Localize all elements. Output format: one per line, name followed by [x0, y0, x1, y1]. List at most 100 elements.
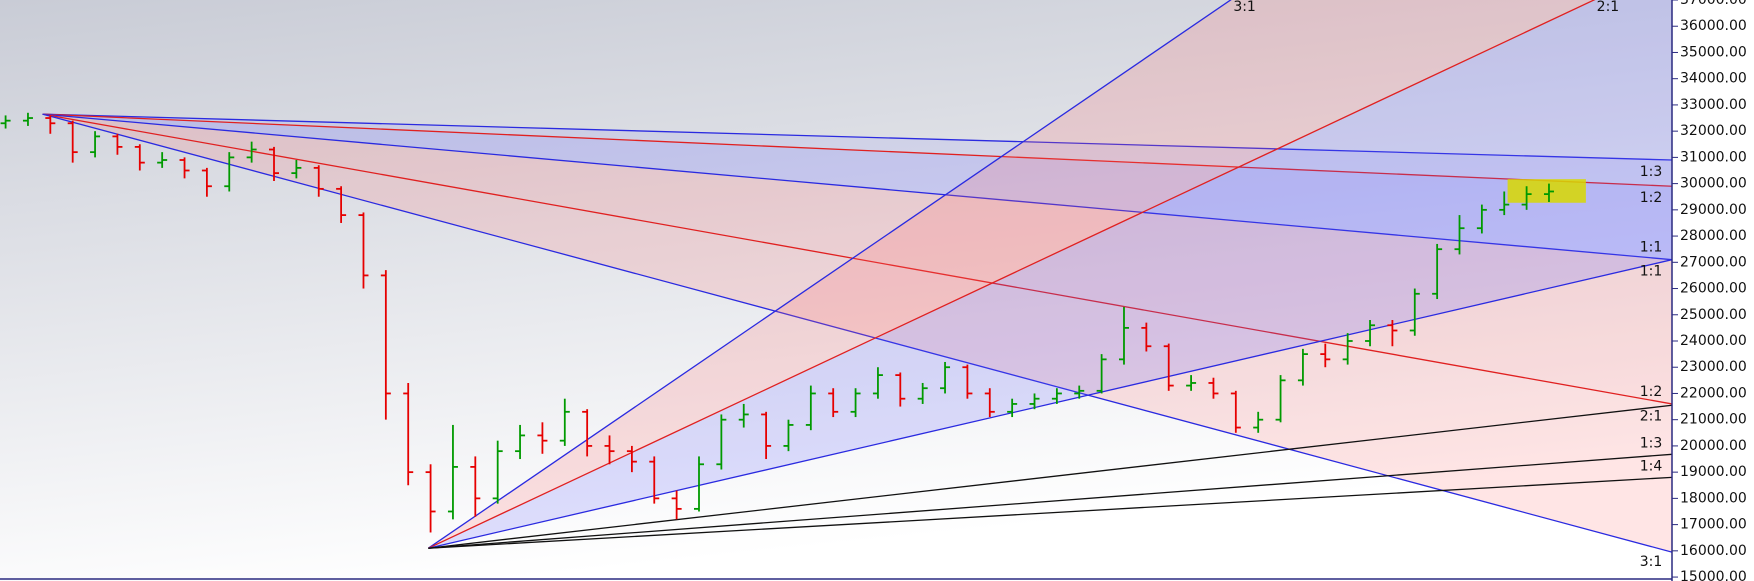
ohlc-bar	[1342, 333, 1353, 365]
fan-line	[428, 453, 1672, 549]
y-tick-label: 16000.00	[1680, 543, 1747, 559]
ohlc-bar	[604, 435, 615, 465]
y-tick-label: 29000.00	[1680, 202, 1747, 218]
y-tick-label: 25000.00	[1680, 307, 1747, 323]
ohlc-bar	[828, 388, 839, 418]
y-tick-label: 24000.00	[1680, 333, 1747, 349]
y-tick-label: 15000.00	[1680, 569, 1747, 581]
fan-label: 1:4	[1640, 458, 1663, 474]
ohlc-bar	[0, 115, 11, 129]
ohlc-bar	[112, 133, 123, 155]
fan-label: 3:1	[1233, 0, 1256, 15]
ohlc-bar	[380, 270, 391, 420]
ohlc-bar	[761, 411, 772, 460]
ohlc-bar	[940, 361, 951, 394]
ohlc-bar	[1163, 343, 1174, 391]
ohlc-bar	[67, 120, 78, 163]
ohlc-bar	[22, 112, 33, 126]
y-tick-label: 20000.00	[1680, 438, 1747, 454]
ohlc-bar	[1118, 306, 1129, 365]
gann-fans	[42, 0, 1672, 553]
ohlc-bar	[246, 141, 257, 163]
ohlc-bar	[537, 422, 548, 454]
ohlc-bar	[1432, 243, 1443, 300]
fan-label: 1:2	[1640, 190, 1663, 206]
ohlc-bar	[291, 160, 302, 179]
ohlc-bar	[1365, 320, 1376, 347]
highlight-box	[1507, 179, 1586, 203]
ohlc-bar	[403, 382, 414, 486]
fan-line	[427, 0, 1232, 549]
fan-label: 1:1	[1640, 264, 1663, 280]
ohlc-bar	[1454, 215, 1465, 255]
ohlc-bar	[783, 419, 794, 452]
ohlc-bar	[671, 490, 682, 520]
axis-background	[1672, 0, 1754, 581]
fan-label: 3:1	[1640, 554, 1663, 570]
fan-line	[428, 476, 1672, 549]
ohlc-bar	[805, 385, 816, 431]
ohlc-bar	[201, 167, 212, 197]
y-tick-label: 34000.00	[1680, 71, 1747, 87]
ohlc-bar	[1141, 322, 1152, 352]
ohlc-bar	[917, 382, 928, 404]
ohlc-bar	[1387, 320, 1398, 347]
fan-line	[428, 404, 1672, 549]
fan-label: 1:1	[1640, 240, 1663, 256]
y-tick-label: 31000.00	[1680, 149, 1747, 165]
ohlc-bar	[1096, 354, 1107, 394]
ohlc-bar	[1521, 186, 1532, 210]
y-tick-label: 19000.00	[1680, 464, 1747, 480]
ohlc-bar	[1476, 204, 1487, 234]
ohlc-bar	[224, 152, 235, 192]
ohlc-bar	[1409, 288, 1420, 336]
ohlc-bar	[492, 440, 503, 504]
ohlc-bar	[872, 367, 883, 399]
ohlc-bars	[0, 112, 1554, 533]
fan-label: 1:3	[1640, 435, 1663, 451]
fan-line	[42, 113, 1672, 405]
ohlc-bar	[358, 212, 369, 289]
plot-background	[0, 0, 1672, 581]
y-tick-label: 32000.00	[1680, 123, 1747, 139]
fan-wedge	[428, 0, 1672, 549]
ohlc-bar	[1051, 388, 1062, 404]
ohlc-bar	[1186, 375, 1197, 391]
ohlc-bar	[269, 146, 280, 181]
fan-line	[42, 113, 1672, 261]
fan-line	[428, 259, 1672, 549]
ohlc-bar	[1543, 183, 1554, 202]
ohlc-bar	[1253, 411, 1264, 433]
ohlc-bar	[693, 456, 704, 512]
ohlc-bar	[1208, 377, 1219, 399]
ohlc-bar	[1320, 343, 1331, 368]
fan-line	[42, 113, 1672, 161]
ohlc-bar	[134, 144, 145, 171]
ohlc-bar	[157, 152, 168, 168]
ohlc-bar	[447, 424, 458, 520]
ohlc-bar	[559, 398, 570, 446]
fan-line	[42, 113, 1672, 553]
y-tick-label: 21000.00	[1680, 412, 1747, 428]
y-tick-label: 30000.00	[1680, 176, 1747, 192]
ohlc-bar	[1007, 398, 1018, 418]
fan-line	[42, 113, 1672, 187]
ohlc-bar	[313, 165, 324, 197]
ohlc-bar	[470, 456, 481, 517]
ohlc-bar	[895, 372, 906, 407]
ohlc-bar	[738, 403, 749, 428]
ohlc-bar	[1029, 393, 1040, 410]
ohlc-bar	[850, 388, 861, 418]
y-tick-label: 37000.00	[1680, 0, 1747, 8]
ohlc-bar	[582, 409, 593, 457]
y-tick-label: 35000.00	[1680, 44, 1747, 60]
fan-label: 2:1	[1640, 408, 1663, 424]
y-tick-label: 26000.00	[1680, 281, 1747, 297]
fan-label: 1:2	[1640, 384, 1663, 400]
ohlc-bar	[336, 186, 347, 223]
fan-label: 2:1	[1597, 0, 1620, 15]
ohlc-bar	[425, 464, 436, 533]
y-tick-label: 33000.00	[1680, 97, 1747, 113]
ohlc-bar	[179, 157, 190, 179]
